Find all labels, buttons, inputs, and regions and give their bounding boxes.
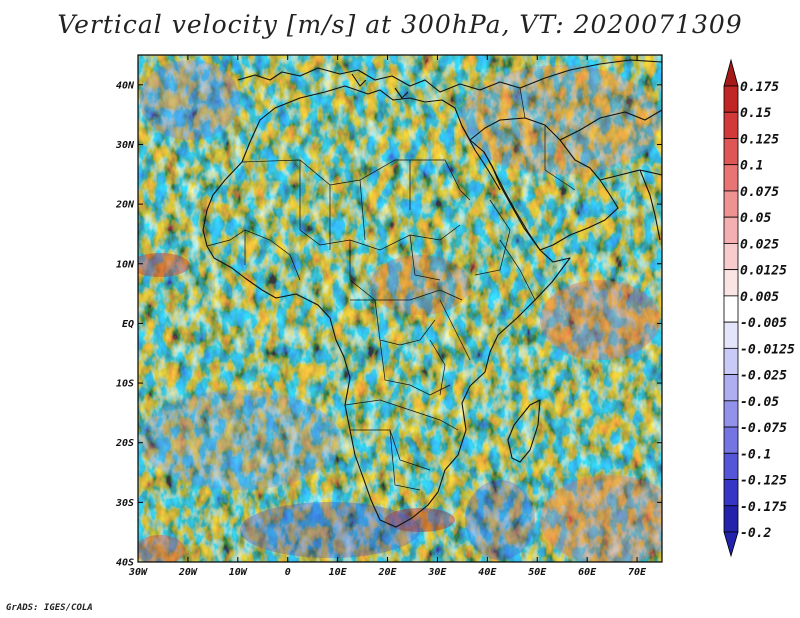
colorbar-label: 0.1: [740, 159, 763, 174]
lon-tick-label: 30W: [128, 567, 148, 578]
colorbar-label: -0.0125: [740, 342, 795, 357]
country-borders: [206, 87, 576, 491]
colorbar-segment: [723, 505, 739, 533]
colorbar-segment: [723, 374, 739, 402]
colorbar-segment: [723, 216, 739, 244]
lat-tick-label: 30N: [115, 140, 135, 151]
colorbar-label: -0.1: [740, 447, 771, 462]
lon-tick-label: 70E: [628, 567, 647, 578]
colorbar-segment: [723, 164, 739, 192]
colorbar-segment: [723, 85, 739, 113]
colorbar-segment: [723, 138, 739, 166]
lon-tick-label: 30E: [427, 567, 447, 578]
colorbar-label: 0.175: [740, 80, 779, 95]
colorbar-label: 0.005: [740, 290, 779, 305]
lat-tick-label: 20S: [115, 438, 134, 449]
lat-tick-label: 10N: [116, 259, 135, 270]
map-title: Vertical velocity [m/s] at 300hPa, VT: 2…: [57, 10, 743, 39]
colorbar-label: -0.005: [740, 316, 787, 331]
colorbar-label: -0.2: [740, 526, 771, 541]
lat-tick-label: 40N: [116, 80, 135, 91]
colorbar-segment: [723, 243, 739, 271]
lon-tick-label: 20W: [178, 567, 198, 578]
colorbar-label: 0.15: [740, 106, 771, 121]
lon-tick-label: 20E: [377, 567, 397, 578]
lon-tick-label: 0: [285, 567, 291, 578]
lon-tick-label: 50E: [528, 567, 547, 578]
colorbar-segment: [723, 295, 739, 323]
colorbar-label: -0.175: [740, 500, 787, 515]
map-frame: [137, 54, 663, 563]
colorbar-segment: [723, 111, 739, 139]
lat-tick-label: 10S: [116, 379, 134, 390]
lon-tick-label: 40E: [478, 567, 497, 578]
coastline-borders: [202, 59, 662, 528]
colorbar-top-arrow: [723, 58, 739, 87]
lon-tick-label: 10E: [329, 567, 348, 578]
lat-tick-label: 30S: [115, 498, 134, 509]
colorbar-label: -0.025: [740, 369, 787, 384]
colorbar-segment: [723, 269, 739, 297]
colorbar-segment: [723, 479, 739, 507]
colorbar-label: 0.075: [740, 185, 779, 200]
lat-tick-label: 40S: [116, 558, 134, 569]
colorbar: 0.175 0.15 0.125 0.1 0.075 0.05 0.025 0.0125 0.0…: [723, 58, 795, 558]
colorbar-segment: [723, 426, 739, 454]
lat-tick-label: EQ: [122, 319, 134, 330]
colorbar-label: -0.075: [740, 421, 787, 436]
colorbar-label: 0.125: [740, 132, 779, 147]
colorbar-label: -0.125: [740, 474, 787, 489]
colorbar-segment: [723, 347, 739, 375]
lon-tick-label: 10W: [229, 567, 248, 578]
colorbar-label: -0.05: [740, 395, 779, 410]
credit-text: GrADS: IGES/COLA: [6, 603, 93, 613]
colorbar-label: 0.025: [740, 237, 779, 252]
vertical-velocity-field: [138, 55, 662, 562]
colorbar-segment: [723, 190, 739, 218]
colorbar-segment: [723, 400, 739, 428]
colorbar-bottom-arrow: [723, 531, 739, 558]
colorbar-segment: [723, 321, 739, 349]
lat-tick-label: 20N: [115, 200, 135, 211]
colorbar-label: 0.05: [740, 211, 771, 226]
colorbar-segment: [723, 452, 739, 480]
colorbar-label: 0.0125: [740, 264, 787, 279]
lon-tick-label: 60E: [578, 567, 597, 578]
